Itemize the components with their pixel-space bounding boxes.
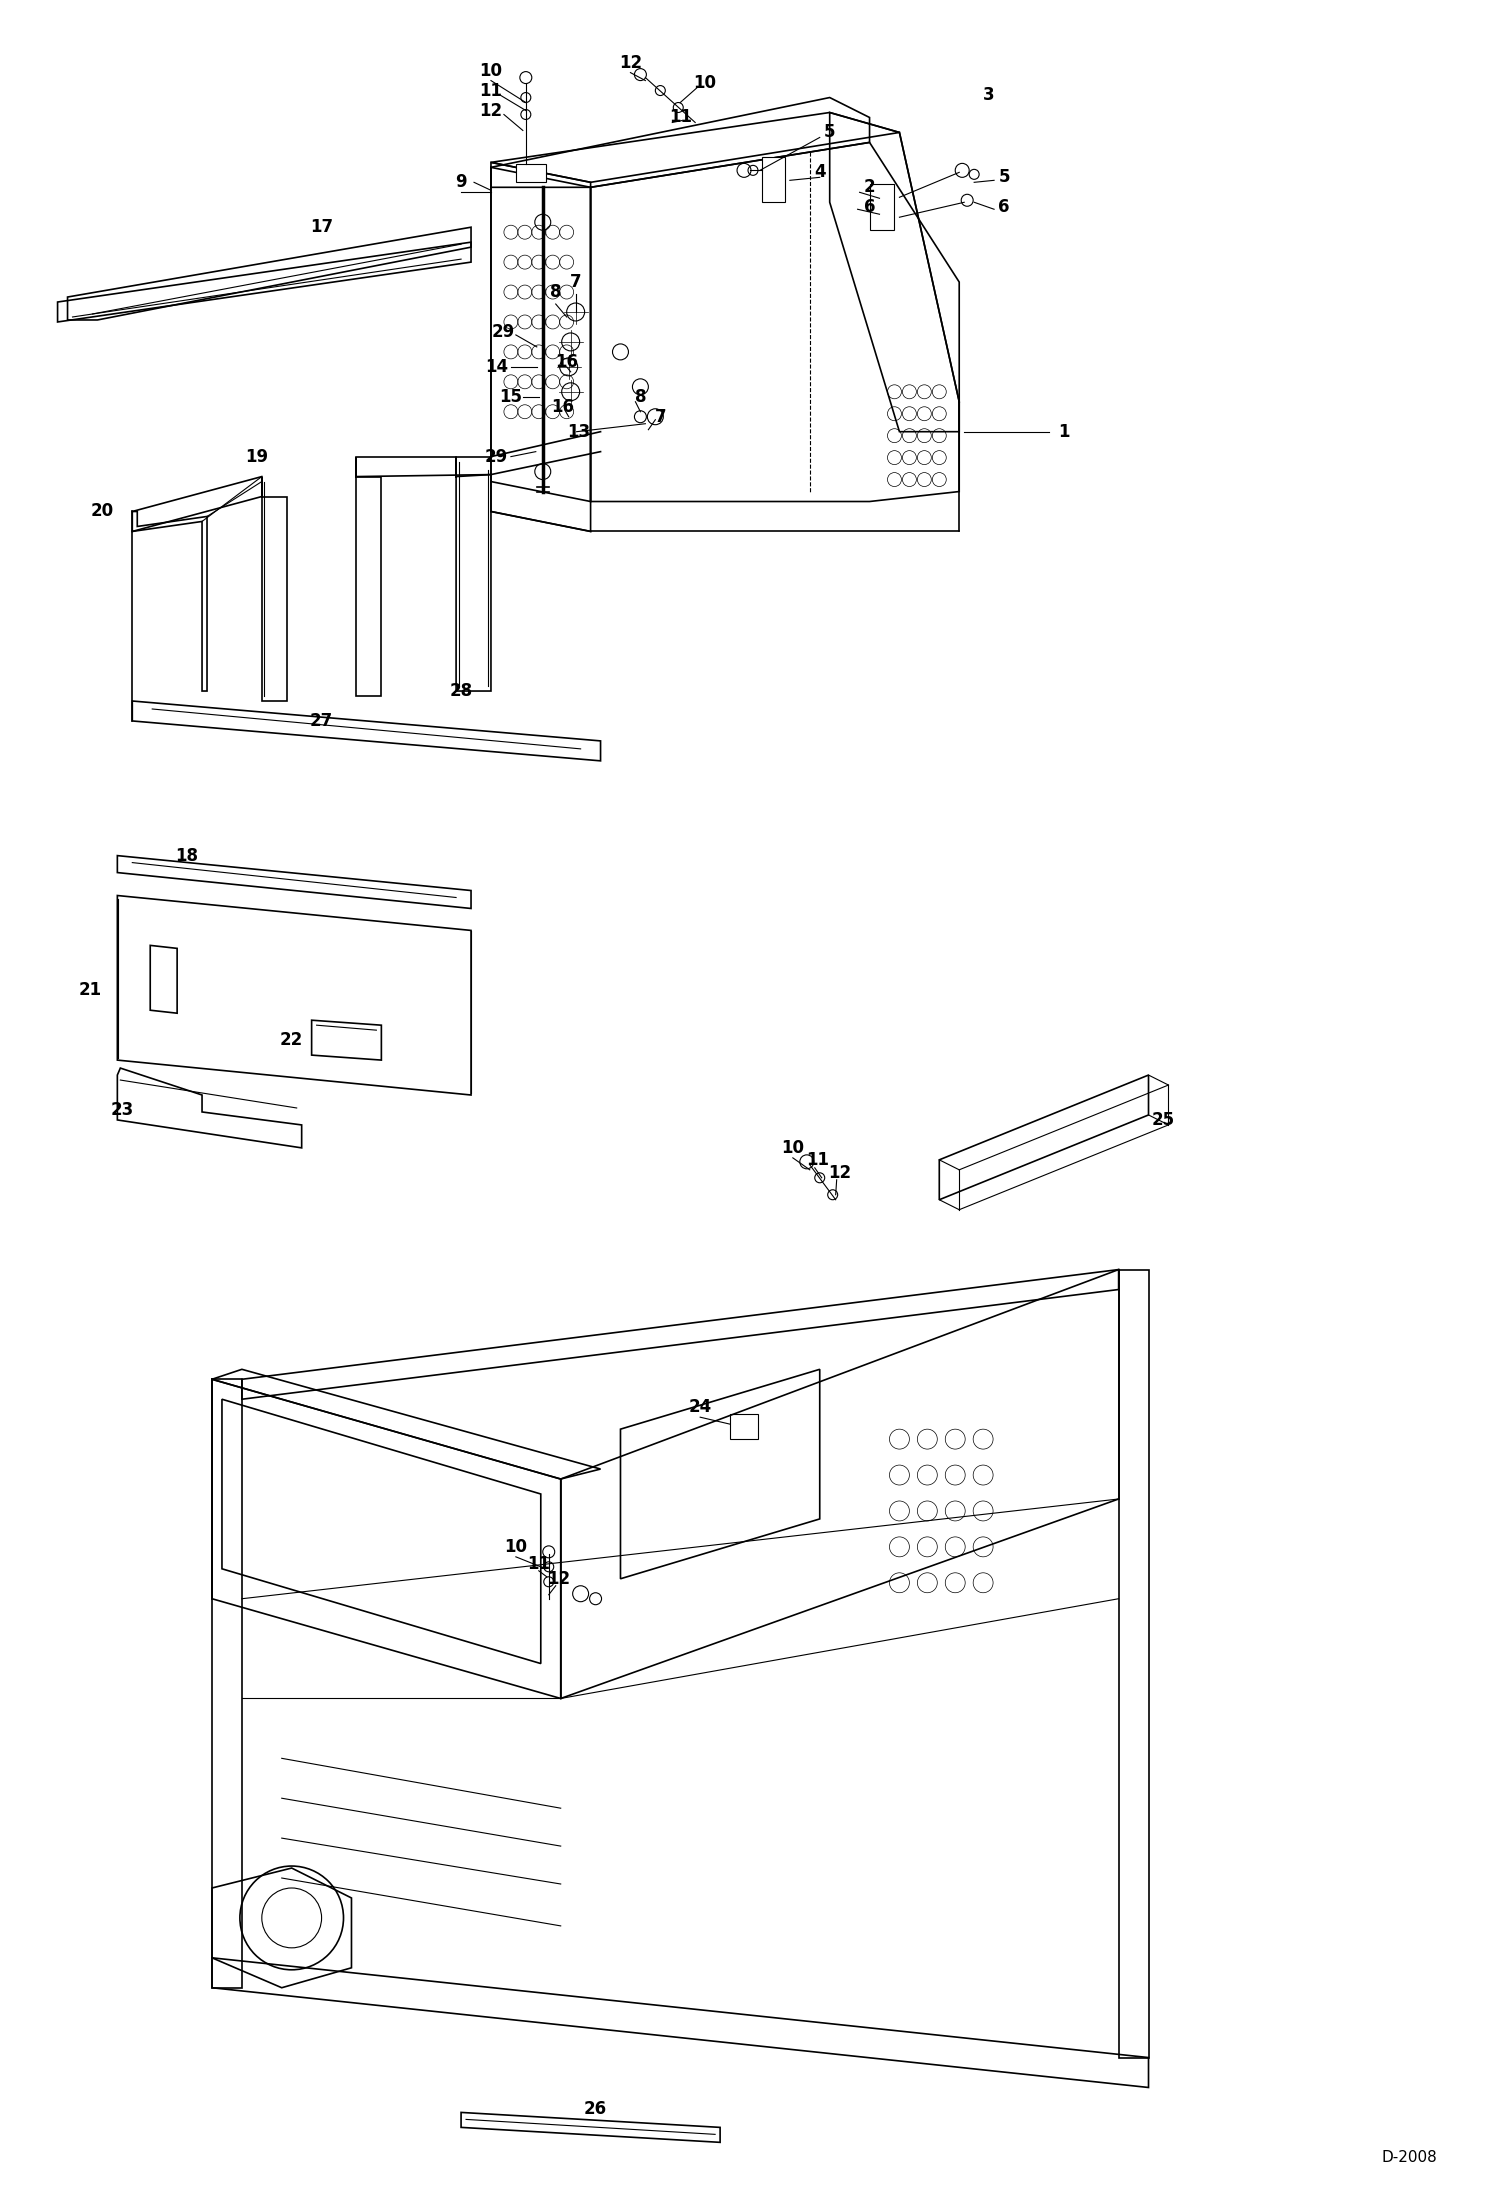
Polygon shape	[762, 158, 785, 202]
Text: 19: 19	[246, 448, 268, 465]
Text: 13: 13	[568, 423, 590, 441]
Text: 10: 10	[782, 1139, 804, 1156]
Text: 27: 27	[310, 713, 333, 731]
Text: 10: 10	[479, 61, 502, 79]
Polygon shape	[515, 165, 545, 182]
Text: 14: 14	[485, 358, 508, 375]
Text: D-2008: D-2008	[1381, 2150, 1438, 2165]
Text: 26: 26	[584, 2100, 607, 2119]
Text: 9: 9	[455, 173, 467, 191]
Text: 12: 12	[828, 1163, 851, 1183]
Text: 8: 8	[550, 283, 562, 301]
Text: 17: 17	[310, 217, 333, 237]
Text: 5: 5	[824, 123, 836, 140]
Text: 10: 10	[505, 1538, 527, 1556]
Text: 23: 23	[111, 1101, 133, 1119]
Text: 11: 11	[479, 81, 502, 99]
Text: 6: 6	[998, 197, 1010, 217]
Text: 25: 25	[1152, 1110, 1174, 1130]
Text: 3: 3	[983, 86, 995, 103]
Text: 16: 16	[551, 397, 574, 415]
Text: 24: 24	[689, 1398, 712, 1415]
Text: 12: 12	[619, 53, 643, 72]
Text: 11: 11	[527, 1556, 550, 1573]
Text: 21: 21	[79, 981, 102, 998]
Text: 12: 12	[479, 101, 502, 118]
Text: 7: 7	[569, 272, 581, 292]
Polygon shape	[730, 1415, 758, 1439]
Text: 10: 10	[694, 75, 716, 92]
Text: 7: 7	[655, 408, 667, 426]
Text: 2: 2	[864, 178, 875, 195]
Text: 12: 12	[547, 1569, 571, 1588]
Text: 4: 4	[813, 162, 825, 182]
Text: 8: 8	[635, 388, 646, 406]
Text: 22: 22	[280, 1031, 303, 1049]
Text: 1: 1	[1058, 423, 1070, 441]
Text: 29: 29	[484, 448, 508, 465]
Text: 28: 28	[449, 682, 473, 700]
Text: 11: 11	[668, 108, 692, 127]
Text: 20: 20	[91, 502, 114, 520]
Text: 29: 29	[491, 323, 514, 340]
Text: 18: 18	[175, 847, 199, 864]
Text: 11: 11	[806, 1152, 830, 1169]
Text: 15: 15	[499, 388, 523, 406]
Polygon shape	[869, 184, 894, 230]
Text: 5: 5	[998, 169, 1010, 186]
Text: 16: 16	[556, 353, 578, 371]
Text: 6: 6	[864, 197, 875, 217]
